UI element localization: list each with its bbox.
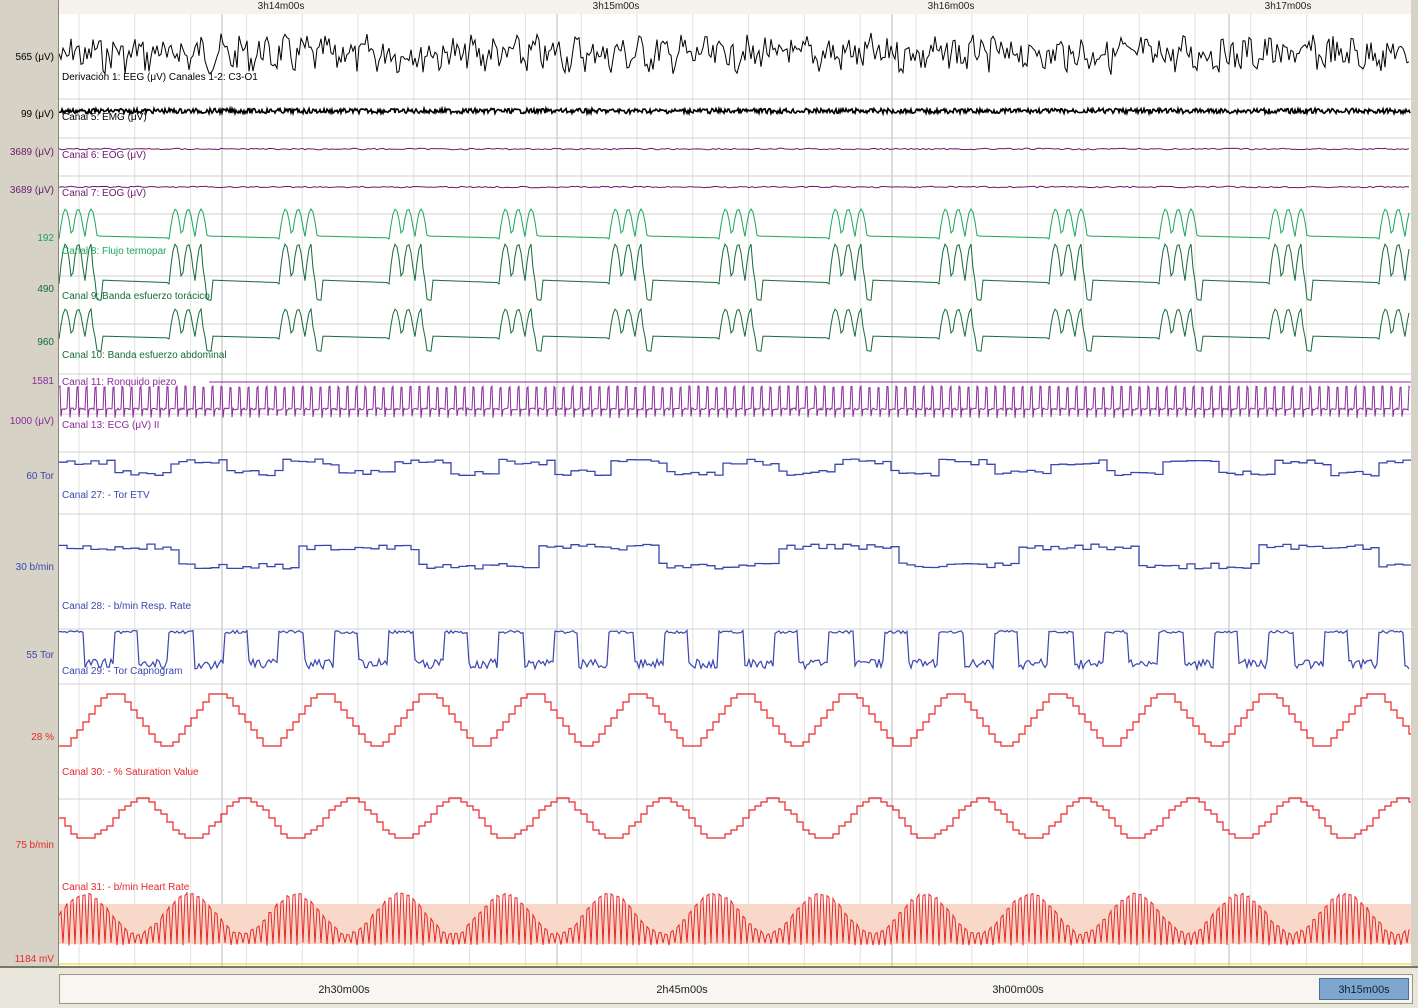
scale-capnogram: 55 Tor [26,650,54,661]
overview-track[interactable]: 2h30m00s 2h45m00s 3h00m00s 3h15m00s [59,974,1413,1004]
heart-rate-trace [59,797,1411,839]
scale-thoracic: 490 [37,284,54,295]
emg-trace [59,105,1411,117]
scale-ecg: 1000 (μV) [9,416,54,427]
eog-7-trace [59,185,1410,189]
channel-label-saturation: Canal 30: - % Saturation Value [62,767,199,778]
ecg-trace [59,384,1411,419]
flow-trace [59,207,1410,240]
abdominal-trace [59,307,1410,352]
scale-pleth: 1184 mV [14,954,54,965]
overview-scrollbar[interactable]: 2h30m00s 2h45m00s 3h00m00s 3h15m00s [0,966,1418,1008]
scale-abdominal: 960 [37,337,54,348]
signal-traces [59,14,1411,966]
scale-flow: 192 [37,233,54,244]
time-ruler: 3h14m00s 3h15m00s 3h16m00s 3h17m00s [59,0,1411,15]
channel-label-eeg: Derivación 1: EEG (μV) Canales 1-2: C3-O… [62,72,258,83]
eeg-trace [59,32,1410,76]
scale-heart-rate: 75 b/min [15,840,54,851]
scale-emg: 99 (μV) [21,109,54,120]
capnogram-trace [59,629,1410,672]
overview-tick-label: 2h45m00s [656,984,708,996]
scale-eog-6: 3689 (μV) [9,147,54,158]
channel-label-thoracic: Canal 9: Banda esfuerzo torácico [62,291,210,302]
right-border [1411,0,1418,966]
scale-eeg: 565 (μV) [15,52,54,63]
resp-rate-trace [59,543,1411,570]
scale-etv: 60 Tor [26,471,54,482]
scale-axis [0,0,59,966]
saturation-trace [59,693,1411,747]
channel-label-abdominal: Canal 10: Banda esfuerzo abdominal [62,350,227,361]
scale-resp-rate: 30 b/min [15,562,54,573]
channel-label-etv: Canal 27: - Tor ETV [62,490,150,501]
scale-saturation: 28 % [31,732,54,743]
time-tick-label: 3h17m00s [1264,1,1312,12]
overview-tick-label: 2h30m00s [318,984,370,996]
channel-label-flow: Canal 8: Flujo termopar [62,246,167,257]
channel-label-emg: Canal 5: EMG (μV) [62,112,147,123]
time-tick-label: 3h15m00s [592,1,640,12]
channel-label-capnogram: Canal 29: - Tor Capnogram [62,666,183,677]
trace-area[interactable] [59,14,1412,966]
time-tick-label: 3h16m00s [927,1,975,12]
channel-label-snore: Canal 11: Ronquido piezo [62,377,177,388]
thoracic-trace [59,243,1410,301]
scale-snore: 1581 [31,376,54,387]
channel-label-eog-6: Canal 6: EOG (μV) [62,150,147,161]
overview-position-thumb[interactable]: 3h15m00s [1319,978,1409,1000]
scale-eog-7: 3689 (μV) [9,185,54,196]
time-tick-label: 3h14m00s [257,1,305,12]
channel-label-resp-rate: Canal 28: - b/min Resp. Rate [62,601,191,612]
etv-trace [59,458,1411,477]
overview-tick-label: 3h00m00s [992,984,1044,996]
channel-label-eog-7: Canal 7: EOG (μV) [62,188,147,199]
channel-label-heart-rate: Canal 31: - b/min Heart Rate [62,882,190,893]
pleth-trace [59,891,1410,946]
channel-label-ecg: Canal 13: ECG (μV) II [62,420,160,431]
eog-6-trace [59,147,1410,151]
